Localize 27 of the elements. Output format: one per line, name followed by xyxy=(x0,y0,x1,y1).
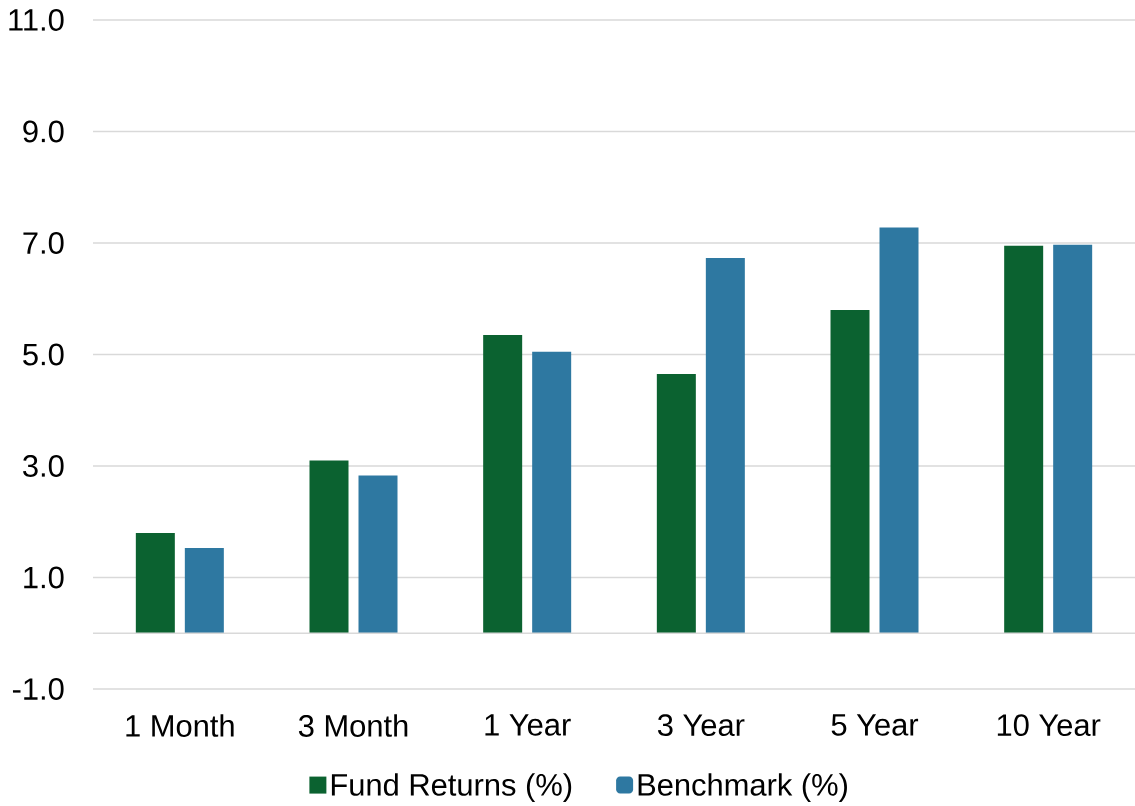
bar xyxy=(1004,245,1044,634)
y-tick-label: 3.0 xyxy=(23,455,64,477)
x-tick-label: 5 Year xyxy=(831,714,919,736)
y-tick-label: 7.0 xyxy=(23,232,64,254)
legend-label: Benchmark (%) xyxy=(638,773,847,802)
bar xyxy=(705,258,745,634)
x-tick-label: 10 Year xyxy=(997,714,1101,737)
y-tick-label: 11.0 xyxy=(9,9,64,31)
bar xyxy=(483,334,523,634)
bar xyxy=(656,374,696,634)
bar xyxy=(830,309,870,634)
bar xyxy=(532,351,572,634)
x-tick-label: 3 Year xyxy=(657,714,745,737)
x-tick-label: 1 Year xyxy=(485,714,571,736)
bar xyxy=(135,532,175,634)
bar xyxy=(879,227,919,634)
legend-label: Fund Returns (%) xyxy=(331,773,572,802)
x-tick-label: 1 Month xyxy=(126,714,234,737)
y-tick-label: 5.0 xyxy=(23,343,64,366)
x-tick-label: 3 Month xyxy=(298,714,408,737)
bar xyxy=(184,547,224,634)
y-tick-label: -1.0 xyxy=(12,678,64,700)
bar xyxy=(309,460,349,634)
bar xyxy=(1053,244,1093,634)
y-tick-label: 9.0 xyxy=(23,120,64,143)
y-tick-label: 1.0 xyxy=(24,566,64,589)
bar xyxy=(358,475,398,634)
